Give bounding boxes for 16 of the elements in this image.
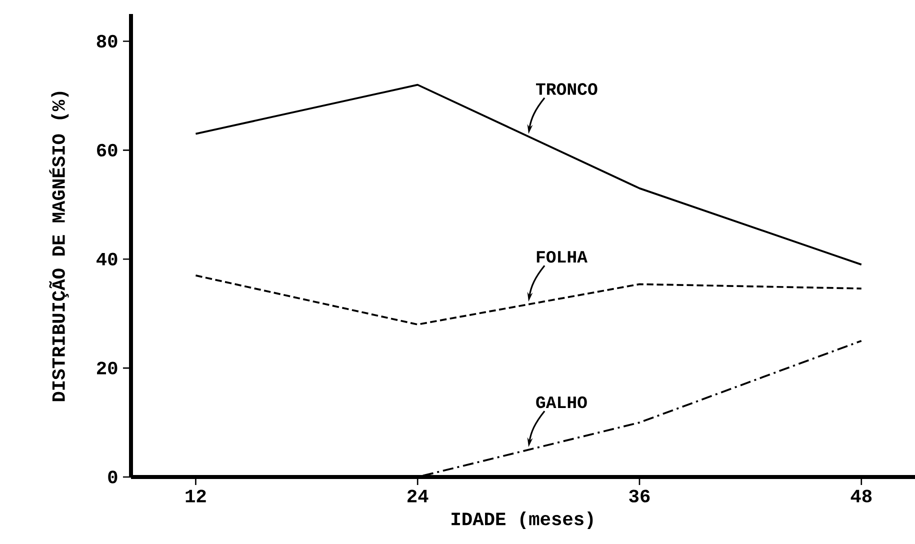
x-tick-label: 36 <box>629 490 650 502</box>
series-label: FOLHA <box>536 250 588 263</box>
x-axis-title: IDADE (meses) <box>452 512 593 529</box>
y-tick-label: 60 <box>97 144 118 157</box>
text: TRONCO <box>536 83 598 95</box>
x-tick-label: 24 <box>408 490 428 502</box>
x-tick-label: 12 <box>186 490 206 502</box>
line-series <box>194 84 862 266</box>
y-tick-label: 0 <box>108 470 118 484</box>
line-series <box>194 274 862 326</box>
y-tick-label: 80 <box>96 34 118 48</box>
y-tick-label: 20 <box>97 362 118 374</box>
x-tick-label: 48 <box>850 490 872 502</box>
y-tick-label: 40 <box>96 252 118 266</box>
y-axis-title: DISTRIBUIÇÃO DE MAGNÉSIO (%) <box>49 92 69 402</box>
series-label: GALHO <box>536 396 587 408</box>
